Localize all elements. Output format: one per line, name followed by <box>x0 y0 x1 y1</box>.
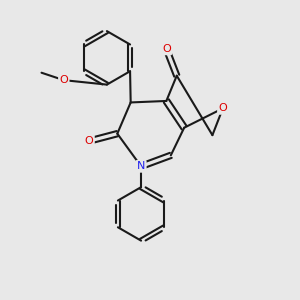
Text: O: O <box>85 136 93 146</box>
Text: O: O <box>162 44 171 54</box>
Text: N: N <box>137 161 145 171</box>
Text: O: O <box>218 103 227 113</box>
Text: O: O <box>59 75 68 85</box>
